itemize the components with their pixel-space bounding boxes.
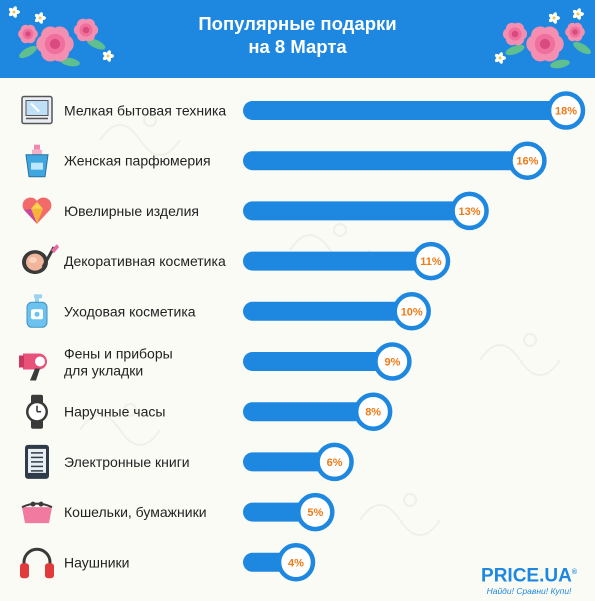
category-label: Ювелирные изделия	[64, 203, 199, 219]
chart-row: Уходовая косметика 10%	[26, 292, 431, 331]
value-circle	[296, 492, 335, 532]
flower-bouquet-left	[8, 6, 114, 67]
header-banner: Популярные подарки на 8 Марта	[0, 0, 595, 78]
category-label: Фены и приборы для укладки	[64, 346, 173, 379]
perfume-icon	[25, 144, 49, 178]
page-title: Популярные подарки на 8 Марта	[0, 12, 595, 58]
value-circle	[546, 91, 586, 130]
value-circle	[411, 241, 451, 281]
value-label: 16%	[516, 156, 538, 168]
purse-icon	[21, 501, 53, 524]
hair-dryer-icon	[19, 353, 47, 381]
ebook-reader-icon	[25, 444, 49, 479]
chart-row: Мелкая бытовая техника 18%	[21, 91, 586, 130]
category-label: Электронные книги	[64, 454, 190, 470]
value-label: 11%	[420, 256, 442, 268]
title-line-2: на 8 Марта	[248, 36, 347, 57]
chart-row: Электронные книги 6%	[25, 442, 354, 482]
value-label: 4%	[288, 557, 304, 569]
registered-mark: ®	[571, 569, 577, 576]
chart-row: Декоративная косметика 11%	[22, 241, 451, 281]
value-circle	[373, 342, 412, 381]
value-circle	[315, 442, 354, 482]
bar	[243, 151, 528, 171]
value-circle	[353, 392, 393, 431]
bar	[243, 251, 431, 271]
jewelry-heart-icon	[22, 197, 52, 224]
chart-row: Ювелирные изделия 13%	[22, 191, 489, 231]
value-circle	[508, 141, 547, 180]
bar	[243, 352, 393, 371]
bar	[243, 452, 335, 472]
bar	[243, 301, 412, 321]
category-label: Декоративная косметика	[64, 253, 226, 269]
compact-powder-icon	[22, 244, 59, 275]
value-label: 6%	[327, 457, 343, 469]
value-circle	[276, 543, 316, 582]
bar	[243, 101, 566, 120]
value-label: 8%	[365, 407, 381, 419]
category-label: Наручные часы	[64, 404, 165, 420]
bar	[243, 402, 374, 422]
category-label: Уходовая косметика	[64, 303, 196, 319]
category-label: Женская парфюмерия	[64, 153, 211, 169]
value-circle	[392, 292, 431, 331]
chart-row: Женская парфюмерия 16%	[25, 141, 547, 180]
category-label: Мелкая бытовая техника	[64, 103, 226, 119]
microwave-icon	[21, 95, 53, 125]
value-label: 9%	[384, 357, 400, 369]
value-label: 5%	[307, 507, 323, 519]
chart-row: Фены и приборы для укладки 9%	[19, 342, 412, 381]
flower-bouquet-right	[494, 8, 591, 69]
background-ornament	[79, 113, 561, 536]
wristwatch-icon	[26, 394, 48, 429]
lotion-bottle-icon	[26, 294, 48, 328]
category-label: Наушники	[64, 554, 129, 570]
title-line-1: Популярные подарки	[198, 13, 397, 34]
flower-decoration	[8, 6, 591, 69]
headphones-icon	[20, 547, 54, 579]
bar	[243, 201, 470, 221]
category-label: Кошельки, бумажники	[64, 504, 207, 520]
chart-row: Наручные часы 8%	[26, 392, 393, 431]
brand-name: PRICE.UA®	[481, 565, 577, 587]
chart-row: Наушники 4%	[20, 543, 316, 582]
brand-logo: PRICE.UA® Найди! Сравни! Купи!	[470, 563, 588, 597]
chart-row: Кошельки, бумажники 5%	[21, 492, 335, 532]
value-label: 13%	[459, 206, 481, 218]
value-circle	[450, 191, 489, 231]
brand-slogan: Найди! Сравни! Купи!	[486, 586, 572, 597]
value-label: 10%	[401, 306, 423, 318]
value-label: 18%	[555, 106, 577, 118]
